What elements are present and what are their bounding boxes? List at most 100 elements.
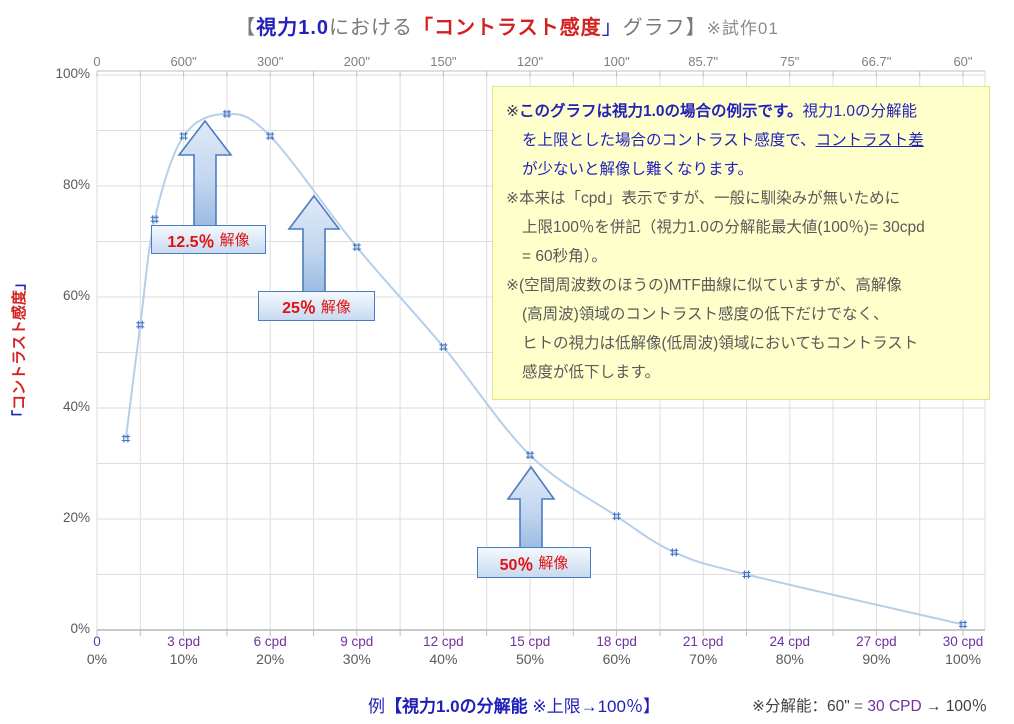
data-point-marker: [742, 570, 751, 579]
note-text-segment: コントラスト差: [815, 132, 924, 149]
y-axis-title-quote: 「: [11, 409, 28, 425]
footer-seg: =: [849, 698, 868, 715]
footer-seg: ※分解能：60": [752, 698, 850, 715]
x-axis-cpd-label: 12 cpd: [423, 634, 464, 649]
y-axis-label: 0%: [70, 621, 90, 636]
note-line: 上限100％を併記（視力1.0の分解能最大値(100％)= 30cpd: [506, 213, 979, 242]
callout-value: 50％: [499, 556, 534, 574]
callout-word: 解像: [219, 232, 250, 249]
note-line: 感度が低下します。: [506, 358, 979, 387]
x-axis-percent-label: 70%: [689, 651, 718, 667]
x-axis-cpd-label: 3 cpd: [167, 634, 201, 649]
title-seg-acuity: 視力1.0: [256, 17, 330, 39]
callout-word: 解像: [538, 555, 569, 572]
note-text-segment: ※本来は「cpd」表示ですが、一般に馴染みが無いために: [506, 190, 901, 207]
note-line: が少ないと解像し難くなります。: [506, 155, 979, 184]
x-axis-cpd-label: 0: [93, 634, 101, 649]
x-axis-cpd-label: 15 cpd: [509, 634, 551, 649]
callout-25-percent-resolution: 25％ 解像: [258, 291, 375, 321]
x-axis-percent-label: 10%: [169, 651, 198, 667]
note-text-segment: を上限とした場合のコントラスト感度で、: [522, 132, 816, 149]
note-line: = 60秒角）。: [506, 242, 979, 271]
x-axis-top-arcsec-label: 66.7": [861, 54, 892, 69]
note-text-segment: このグラフは視力1.0の場合の例示です。: [519, 103, 803, 120]
title-seg: における: [329, 17, 414, 39]
note-text-segment: が少ないと解像し難くなります。: [522, 161, 753, 178]
note-text: ※このグラフは視力1.0の場合の例示です。視力1.0の分解能 を上限とした場合のコ…: [506, 97, 979, 387]
x-axis-top-arcsec-label: 150": [430, 54, 457, 69]
data-point-marker: [121, 434, 130, 443]
x-axis-percent-label: 30%: [342, 651, 371, 667]
x-axis-percent-label: 40%: [429, 651, 458, 667]
x-axis-top-arcsec-label: 0: [93, 54, 101, 69]
y-axis-title-text: コントラスト感度: [11, 290, 28, 410]
x-axis-top-arcsec-label: 200": [343, 54, 370, 69]
note-line: (高周波)領域のコントラスト感度の低下だけでなく、: [506, 300, 979, 329]
data-point-marker: [439, 342, 448, 351]
footer-resolution-note: ※分解能：60" = 30 CPD → 100％: [752, 694, 987, 716]
y-axis-label: 100%: [55, 66, 90, 81]
footer-seg: 例: [368, 697, 385, 716]
note-line: を上限とした場合のコントラスト感度で、コントラスト差: [506, 126, 979, 155]
up-arrow-50-percent: [506, 465, 556, 549]
footer-seg: 【視力1.0の分解能: [385, 697, 528, 716]
x-axis-cpd-label: 18 cpd: [596, 634, 637, 649]
callout-word: 解像: [320, 298, 351, 316]
x-axis-percent-label: 50%: [515, 651, 545, 667]
x-axis-cpd-label: 6 cpd: [253, 634, 287, 649]
data-point-marker: [150, 215, 159, 224]
y-axis-title-quote: 」: [11, 275, 28, 291]
x-axis-percent-label: 60%: [602, 651, 631, 667]
x-axis-top-arcsec-label: 75": [780, 54, 800, 69]
up-arrow-25-percent: [287, 194, 341, 293]
footer-example-note: 例【視力1.0の分解能 ※上限→100％】: [368, 692, 660, 717]
note-box: ※このグラフは視力1.0の場合の例示です。視力1.0の分解能 を上限とした場合のコ…: [492, 86, 990, 400]
up-arrow-12.5-percent: [177, 119, 233, 227]
data-point-marker: [612, 512, 621, 521]
y-axis-label: 40%: [62, 399, 90, 414]
data-point-marker: [526, 451, 535, 460]
chart-title: 【視力1.0における「コントラスト感度」グラフ】※試作01: [0, 11, 1014, 40]
note-text-segment: ヒトの視力は低解像(低周波)領域においてもコントラスト: [522, 335, 919, 352]
callout-12.5-percent-resolution: 12.5％ 解像: [151, 225, 266, 254]
note-text-segment: ※: [506, 103, 519, 120]
x-axis-percent-label: 100%: [945, 651, 981, 667]
data-point-marker: [266, 132, 275, 141]
x-axis-cpd-label: 21 cpd: [682, 634, 724, 649]
note-text-segment: = 60秒角）。: [522, 248, 607, 265]
title-seg: グラフ】: [622, 17, 707, 39]
footer-seg-cpd: 30 CPD: [867, 698, 922, 715]
x-axis-top-arcsec-label: 120": [516, 54, 544, 69]
y-axis-label: 20%: [62, 510, 90, 525]
note-text-segment: 視力1.0の分解能: [802, 103, 918, 120]
data-point-marker: [179, 132, 188, 141]
note-text-segment: (高周波)領域のコントラスト感度の低下だけでなく、: [522, 306, 889, 323]
x-axis-top-arcsec-label: 600": [170, 54, 197, 69]
note-line: ※(空間周波数のほうの)MTF曲線に似ていますが、高解像: [506, 271, 979, 300]
footer-seg: ※上限→100％】: [527, 697, 660, 716]
x-axis-top-arcsec-label: 60": [953, 54, 973, 69]
footer-seg: 100％: [945, 698, 988, 715]
x-axis-top-arcsec-label: 85.7": [688, 54, 719, 69]
x-axis-cpd-label: 9 cpd: [340, 634, 374, 649]
data-point-marker: [222, 109, 231, 118]
note-line: ヒトの視力は低解像(低周波)領域においてもコントラスト: [506, 329, 979, 358]
data-point-marker: [136, 320, 145, 329]
x-axis-cpd-label: 27 cpd: [856, 634, 897, 649]
note-text-segment: ※(空間周波数のほうの)MTF曲線に似ていますが、高解像: [506, 277, 902, 294]
x-axis-top-arcsec-label: 100": [603, 54, 630, 69]
title-seg-contrast: 「コントラスト感度: [413, 17, 602, 39]
y-axis-label: 80%: [62, 177, 90, 192]
x-axis-cpd-label: 24 cpd: [769, 634, 811, 649]
note-line: ※このグラフは視力1.0の場合の例示です。視力1.0の分解能: [506, 97, 979, 126]
x-axis-percent-label: 20%: [256, 651, 285, 667]
data-point-marker: [352, 243, 361, 252]
x-axis-percent-label: 80%: [775, 651, 804, 667]
callout-50-percent-resolution: 50％ 解像: [477, 547, 591, 578]
data-point-marker: [959, 620, 968, 629]
x-axis-top-arcsec-label: 300": [257, 54, 284, 69]
title-seg: 【: [235, 17, 257, 39]
x-axis-percent-label: 90%: [862, 651, 891, 667]
footer-seg: →: [921, 698, 946, 715]
